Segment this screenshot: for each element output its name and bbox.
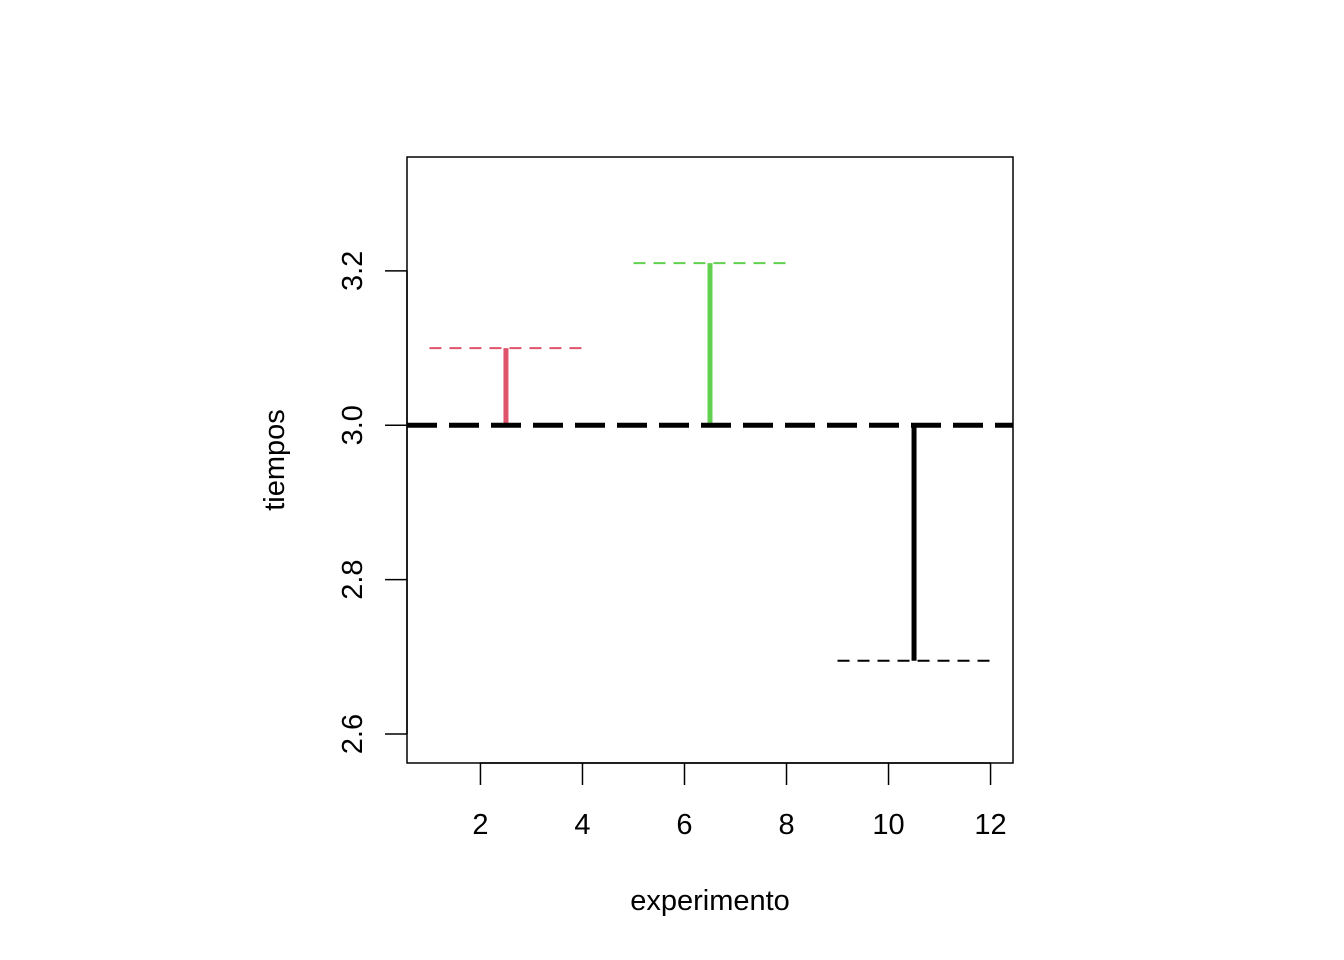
y-axis: 2.6 2.8 3.0 3.2 (337, 251, 408, 754)
plot-frame (406, 156, 1014, 764)
y-tick-label: 3.0 (337, 405, 369, 445)
y-tick-label: 2.6 (337, 714, 369, 754)
y-axis-label: tiempos (259, 409, 291, 511)
x-tick-label: 8 (778, 809, 794, 841)
x-tick-label: 4 (574, 809, 590, 841)
x-axis-label: experimento (630, 885, 790, 917)
x-tick-label: 12 (974, 809, 1006, 841)
y-tick-label: 3.2 (337, 251, 369, 291)
x-axis: 2 4 6 8 10 12 (472, 762, 1007, 841)
x-tick-label: 2 (472, 809, 488, 841)
x-tick-label: 6 (676, 809, 692, 841)
x-tick-label: 10 (872, 809, 904, 841)
chart-marks (407, 262, 1013, 662)
y-tick-label: 2.8 (337, 559, 369, 599)
